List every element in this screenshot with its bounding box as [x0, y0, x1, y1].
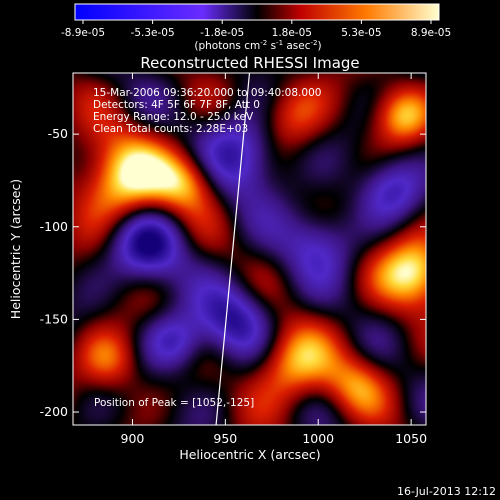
plot-frame: [72, 72, 427, 426]
colorbar-ticks: -8.9e-05 -5.3e-05 -1.8e-05 1.8e-05 5.3e-05 8.…: [61, 20, 451, 39]
x-axis-ticks: 900 950 1000 1050: [121, 73, 427, 446]
colorbar-units-close: ): [318, 40, 322, 52]
y-tick-label: -150: [40, 311, 68, 326]
colorbar: [74, 3, 440, 21]
x-axis-label: Heliocentric X (arcsec): [179, 447, 320, 462]
generation-timestamp: 16-Jul-2013 12:12: [396, 485, 496, 498]
colorbar-tick-label: 8.9e-05: [411, 27, 451, 39]
colorbar-tick-label: 5.3e-05: [341, 27, 381, 39]
y-axis-label: Heliocentric Y (arcsec): [8, 179, 23, 319]
y-tick-label: -200: [40, 404, 68, 419]
colorbar-units-mid: s: [267, 40, 276, 52]
annotation-peak-position: Position of Peak = [1052,-125]: [94, 397, 254, 409]
y-axis-ticks: -50 -100 -150 -200: [40, 126, 426, 419]
chart-title: Reconstructed RHESSI Image: [140, 54, 359, 72]
x-tick-label: 950: [213, 431, 237, 446]
colorbar-units-end: asec: [283, 40, 311, 52]
image-region: [73, 73, 426, 425]
annotation-detectors: Detectors: 4F 5F 6F 7F 8F, Att 0: [93, 99, 260, 111]
colorbar-units-base: (photons cm: [194, 40, 260, 52]
annotation-energy-range: Energy Range: 12.0 - 25.0 keV: [93, 111, 254, 123]
colorbar-tick-label: -1.8e-05: [200, 27, 244, 39]
colorbar-tick-label: 1.8e-05: [272, 27, 312, 39]
y-tick-label: -50: [48, 126, 68, 141]
y-tick-label: -100: [40, 219, 68, 234]
x-tick-label: 1050: [395, 431, 427, 446]
annotation-clean-counts: Clean Total counts: 2.28E+03: [93, 123, 248, 135]
x-tick-label: 1000: [302, 431, 334, 446]
colorbar-units-sup3: -2: [311, 39, 318, 47]
colorbar-units-sup2: -1: [276, 39, 283, 47]
colorbar-units: (photons cm-2 s-1 asec-2): [194, 39, 321, 52]
colorbar-tick-label: -8.9e-05: [61, 27, 105, 39]
x-tick-label: 900: [121, 431, 145, 446]
annotation-time-range: 15-Mar-2006 09:36:20.000 to 09:40:08.000: [93, 87, 321, 99]
colorbar-tick-label: -5.3e-05: [131, 27, 175, 39]
colorbar-units-sup1: -2: [260, 39, 267, 47]
solar-limb-line: [215, 73, 251, 425]
heatmap-image: [73, 73, 426, 425]
